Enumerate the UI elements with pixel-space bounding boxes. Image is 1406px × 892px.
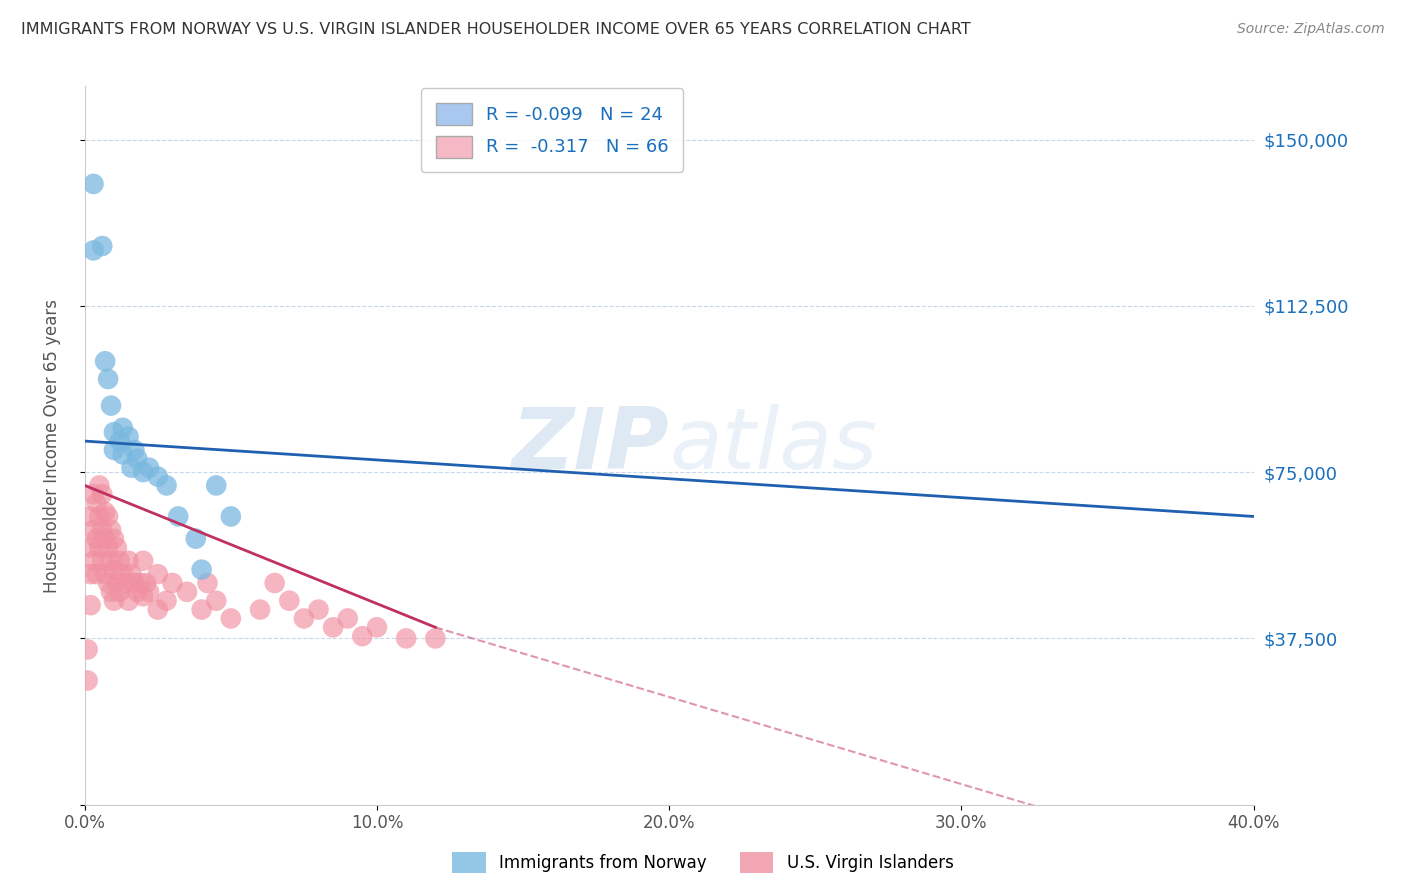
Point xyxy=(292,611,315,625)
Point xyxy=(117,593,139,607)
Point xyxy=(184,532,207,546)
Point xyxy=(219,611,242,625)
Point xyxy=(146,567,169,582)
Point xyxy=(82,177,104,191)
Point xyxy=(108,434,131,448)
Point xyxy=(132,554,155,568)
Point xyxy=(76,673,98,688)
Point xyxy=(111,421,134,435)
Point xyxy=(117,554,139,568)
Point xyxy=(82,244,104,258)
Point xyxy=(86,496,108,510)
Point xyxy=(197,576,219,591)
Point xyxy=(135,576,157,591)
Point xyxy=(79,567,101,582)
Point xyxy=(155,593,177,607)
Point xyxy=(100,523,122,537)
Point xyxy=(86,532,108,546)
Text: Source: ZipAtlas.com: Source: ZipAtlas.com xyxy=(1237,22,1385,37)
Point xyxy=(82,487,104,501)
Point xyxy=(205,593,228,607)
Point xyxy=(82,554,104,568)
Point xyxy=(105,541,128,555)
Text: IMMIGRANTS FROM NORWAY VS U.S. VIRGIN ISLANDER HOUSEHOLDER INCOME OVER 65 YEARS : IMMIGRANTS FROM NORWAY VS U.S. VIRGIN IS… xyxy=(21,22,970,37)
Point xyxy=(103,425,125,440)
Point xyxy=(190,563,212,577)
Point xyxy=(91,239,114,253)
Point xyxy=(308,602,330,616)
Y-axis label: Householder Income Over 65 years: Householder Income Over 65 years xyxy=(44,299,60,592)
Point xyxy=(94,505,117,519)
Point xyxy=(97,541,120,555)
Point xyxy=(322,620,344,634)
Point xyxy=(89,509,111,524)
Point xyxy=(91,554,114,568)
Point xyxy=(129,576,152,591)
Point xyxy=(121,567,143,582)
Point xyxy=(94,354,117,368)
Point xyxy=(352,629,374,643)
Point xyxy=(167,509,190,524)
Point xyxy=(249,602,271,616)
Point xyxy=(89,541,111,555)
Point xyxy=(127,585,149,599)
Point xyxy=(91,487,114,501)
Point xyxy=(108,554,131,568)
Point xyxy=(395,632,418,646)
Point xyxy=(425,632,447,646)
Point xyxy=(103,532,125,546)
Point xyxy=(79,598,101,612)
Point xyxy=(79,509,101,524)
Point xyxy=(86,567,108,582)
Point xyxy=(146,469,169,483)
Text: atlas: atlas xyxy=(669,404,877,487)
Point xyxy=(162,576,184,591)
Text: ZIP: ZIP xyxy=(512,404,669,487)
Point xyxy=(89,478,111,492)
Point xyxy=(94,567,117,582)
Point xyxy=(111,447,134,461)
Point xyxy=(91,523,114,537)
Point xyxy=(82,523,104,537)
Point xyxy=(114,576,136,591)
Point xyxy=(127,451,149,466)
Point xyxy=(76,642,98,657)
Point xyxy=(103,442,125,457)
Point xyxy=(105,576,128,591)
Point xyxy=(100,554,122,568)
Point xyxy=(100,399,122,413)
Point xyxy=(124,576,146,591)
Point xyxy=(97,576,120,591)
Point xyxy=(121,460,143,475)
Point xyxy=(278,593,301,607)
Point xyxy=(176,585,198,599)
Point xyxy=(111,567,134,582)
Point xyxy=(132,589,155,603)
Point xyxy=(94,532,117,546)
Point xyxy=(146,602,169,616)
Point xyxy=(97,372,120,386)
Point xyxy=(336,611,359,625)
Point xyxy=(219,509,242,524)
Point xyxy=(138,585,160,599)
Point xyxy=(103,563,125,577)
Point xyxy=(79,541,101,555)
Point xyxy=(108,585,131,599)
Point xyxy=(124,442,146,457)
Point xyxy=(205,478,228,492)
Point xyxy=(132,465,155,479)
Point xyxy=(97,509,120,524)
Point xyxy=(100,585,122,599)
Point xyxy=(190,602,212,616)
Legend: R = -0.099   N = 24, R =  -0.317   N = 66: R = -0.099 N = 24, R = -0.317 N = 66 xyxy=(422,88,683,172)
Point xyxy=(155,478,177,492)
Legend: Immigrants from Norway, U.S. Virgin Islanders: Immigrants from Norway, U.S. Virgin Isla… xyxy=(446,846,960,880)
Point xyxy=(138,460,160,475)
Point xyxy=(366,620,388,634)
Point xyxy=(103,593,125,607)
Point xyxy=(117,430,139,444)
Point xyxy=(263,576,285,591)
